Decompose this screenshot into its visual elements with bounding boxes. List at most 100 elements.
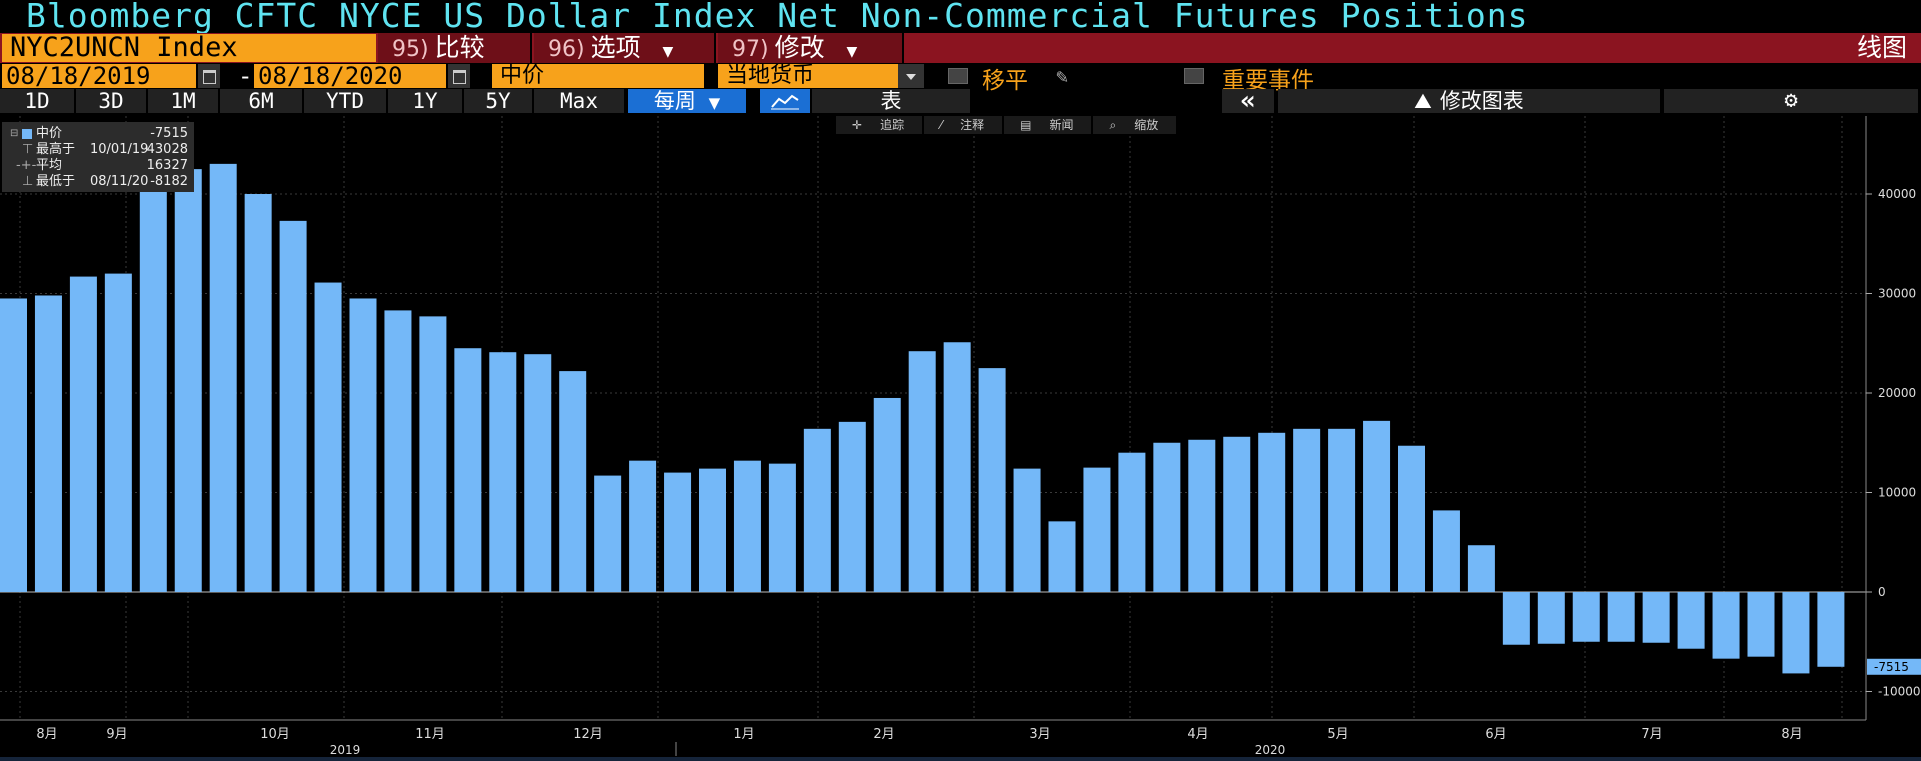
bar [1293,428,1321,592]
x-tick-label: 9月 [106,727,127,742]
bar [1258,432,1286,592]
x-tick-label: 8月 [36,727,57,742]
x-tick-label: 12月 [573,727,603,742]
bar [908,351,936,592]
chart-edit-icon: ⛰ [1414,89,1432,113]
bar [1013,468,1041,592]
bar [1363,420,1391,592]
y-tick-label: 20000 [1878,386,1916,400]
bar [454,348,482,592]
edit-chart-label: 修改图表 [1439,89,1524,113]
range-1m[interactable]: 1M [148,89,220,113]
bar [1817,592,1845,667]
bar [104,273,132,592]
collapse-icon[interactable]: ⊟ [10,128,19,139]
bar [978,368,1006,592]
bar [174,169,202,592]
x-tick-label: 3月 [1029,727,1050,742]
annotate-icon: ⁄ [932,116,951,134]
bar [943,342,971,592]
year-label: 2019 [330,743,361,757]
range-1d[interactable]: 1D [0,89,76,113]
news-tool[interactable]: ▤ 新闻 [1004,116,1092,134]
bar [34,295,62,592]
high-marker-icon: ⊤ [22,142,34,157]
bar [1048,521,1076,592]
bar [1153,442,1181,592]
bar [1572,592,1600,642]
bar [803,428,831,592]
zoom-label: 缩放 [1126,116,1167,134]
x-tick-label: 5月 [1327,727,1348,742]
x-tick-label: 4月 [1187,727,1208,742]
price-field-select[interactable]: 中价 [492,64,704,88]
bar [69,276,97,592]
last-value-label: -7515 [1874,660,1909,674]
news-icon: ▤ [1012,116,1040,134]
date-separator: - [238,62,253,90]
series-swatch [22,129,32,139]
chart-legend[interactable]: ⊟ 中价 -7515 ⊤ 最高于 10/01/19 43028 -+- 平均 1… [2,122,194,192]
bar [1537,592,1565,644]
range-1y[interactable]: 1Y [388,89,464,113]
zoom-tool[interactable]: ⌕ 缩放 [1093,116,1177,134]
track-tool[interactable]: ✛ 追踪 [836,116,923,134]
year-label: 2020 [1255,743,1286,757]
bar [244,194,272,592]
x-tick-label: 10月 [260,727,290,742]
end-date-input[interactable]: 08/18/2020 [254,64,446,88]
options-menu[interactable]: 96) 选项 ▼ [534,33,716,63]
chart-tool-strip: ✛ 追踪 ⁄ 注释 ▤ 新闻 ⌕ 缩放 [836,116,1178,134]
bar-chart: -10000 0 10000 20000 30000 40000 -7515 8月 9月 10月 1… [0,116,1921,757]
collapse-button[interactable]: « [1222,88,1276,114]
bar [419,316,447,592]
pencil-icon[interactable]: ✎ [1056,64,1069,88]
smoothing-checkbox[interactable] [948,68,968,84]
modify-num: 97) [732,37,769,62]
range-ytd[interactable]: YTD [304,89,388,113]
currency-select[interactable]: 当地货币 [718,64,898,88]
y-tick-label: 30000 [1878,287,1916,301]
window-title: Bloomberg CFTC NYCE US Dollar Index Net … [26,0,1529,35]
high-date: 10/01/19 [90,142,149,157]
modify-label: 修改 [774,33,825,62]
chevron-down-icon[interactable] [898,64,924,88]
ticker-input[interactable]: NYC2UNCN Index [2,34,376,62]
bar [1083,467,1111,592]
calendar-icon[interactable] [198,64,220,88]
range-max[interactable]: Max [534,89,626,113]
annotate-tool[interactable]: ⁄ 注释 [924,116,1003,134]
bar [594,475,622,592]
line-chart-icon[interactable] [760,89,812,113]
gear-icon[interactable]: ⚙ [1664,89,1920,113]
last-value-tag [1867,658,1921,675]
chart-type-label[interactable]: 线图 [1856,33,1907,62]
table-button[interactable]: 表 [812,89,972,113]
bar [139,189,167,592]
bar [1188,439,1216,592]
range-3d[interactable]: 3D [76,89,148,113]
events-checkbox[interactable] [1184,68,1204,84]
range-5y[interactable]: 5Y [464,89,534,113]
compare-menu[interactable]: 95) 比较 [378,33,532,63]
y-tick-label: 0 [1878,585,1886,599]
bar [209,163,237,592]
frequency-select[interactable]: 每周 ▼ [628,89,748,113]
avg-marker-icon: -+- [16,158,37,173]
calendar-icon[interactable] [448,64,470,88]
edit-chart-button[interactable]: ⛰ 修改图表 [1278,89,1662,113]
high-value: 43028 [146,142,188,157]
x-tick-label: 1月 [733,727,754,742]
high-label: 最高于 [36,142,76,157]
x-tick-label: 6月 [1485,727,1506,742]
series-last-value: -7515 [150,126,188,141]
news-label: 新闻 [1041,116,1082,134]
modify-menu[interactable]: 97) 修改 ▼ [718,33,904,63]
bar [1467,545,1495,592]
status-strip [0,757,1921,761]
bar [1118,452,1146,592]
range-6m[interactable]: 6M [220,89,304,113]
start-date-input[interactable]: 08/18/2019 [2,64,196,88]
bar [1747,592,1775,657]
bar [629,460,657,592]
